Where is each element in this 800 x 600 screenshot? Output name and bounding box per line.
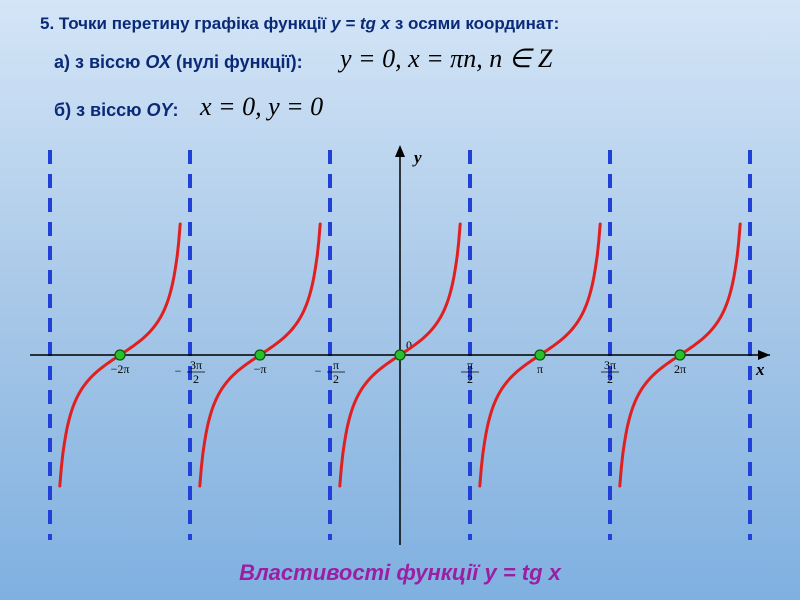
title-pre: 5. Точки перетину графіка функції [40, 14, 331, 33]
footer-caption: Властивості функції y = tg x [0, 560, 800, 586]
svg-text:3π: 3π [190, 358, 202, 372]
svg-text:−2π: −2π [111, 362, 130, 376]
tan-chart: yx0−2π−3π2−π−π2π2π3π22π [30, 145, 770, 545]
svg-text:−: − [315, 364, 322, 378]
line-b-formula: x = 0, y = 0 [200, 92, 323, 122]
svg-text:−: − [175, 364, 182, 378]
title-post: з осями координат: [395, 14, 559, 33]
svg-text:2: 2 [333, 372, 339, 386]
svg-text:x: x [755, 360, 765, 379]
svg-text:2: 2 [607, 372, 613, 386]
svg-text:2: 2 [193, 372, 199, 386]
line-a-label: а) з віссю ОХ (нулі функції): [54, 52, 303, 73]
svg-text:2: 2 [467, 372, 473, 386]
line-a-formula: y = 0, x = πn, n ∈ Z [340, 44, 552, 74]
svg-text:π: π [537, 362, 543, 376]
svg-text:2π: 2π [674, 362, 686, 376]
tan-chart-svg: yx0−2π−3π2−π−π2π2π3π22π [30, 145, 770, 545]
section-title: 5. Точки перетину графіка функції y = tg… [40, 14, 559, 34]
svg-text:−π: −π [254, 362, 267, 376]
svg-text:3π: 3π [604, 358, 616, 372]
svg-text:π: π [333, 358, 339, 372]
title-italic: y = tg x [331, 14, 390, 33]
line-b-label: б) з віссю ОY: [54, 100, 179, 121]
svg-text:y: y [412, 148, 422, 167]
svg-text:π: π [467, 358, 473, 372]
